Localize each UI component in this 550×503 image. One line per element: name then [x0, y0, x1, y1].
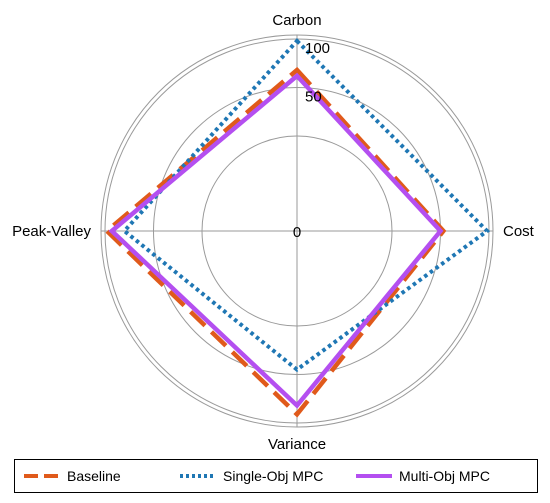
- series-layer: [103, 38, 491, 418]
- legend-swatch-baseline: [24, 474, 60, 478]
- tick-label-50: 50: [305, 89, 322, 106]
- tick-label-100: 100: [305, 40, 330, 57]
- legend-item-baseline: Baseline: [23, 460, 121, 492]
- legend-swatch-single-obj: [180, 474, 216, 478]
- axis-label-peak-valley: Peak-Valley: [12, 223, 91, 240]
- axis-label-cost: Cost: [503, 223, 535, 240]
- legend-label-multi-obj: Multi-Obj MPC: [399, 468, 491, 484]
- series-single-obj-mpc: [121, 38, 491, 373]
- axis-label-variance: Variance: [268, 436, 326, 453]
- legend-label-single-obj: Single-Obj MPC: [223, 468, 324, 484]
- legend-label-baseline: Baseline: [67, 468, 121, 484]
- legend-item-single-obj: Single-Obj MPC: [179, 460, 323, 492]
- legend-swatch-multi-obj: [356, 474, 392, 478]
- legend: Baseline Single-Obj MPC Multi-Obj MPC: [14, 459, 538, 493]
- label-layer: 0 50 100 Carbon Cost Variance Peak-Valley: [12, 12, 535, 453]
- axis-label-carbon: Carbon: [272, 12, 321, 29]
- legend-item-multi-obj: Multi-Obj MPC: [355, 460, 490, 492]
- tick-label-0: 0: [293, 224, 301, 241]
- series-multi-obj-mpc: [108, 72, 444, 409]
- series-baseline: [103, 66, 447, 418]
